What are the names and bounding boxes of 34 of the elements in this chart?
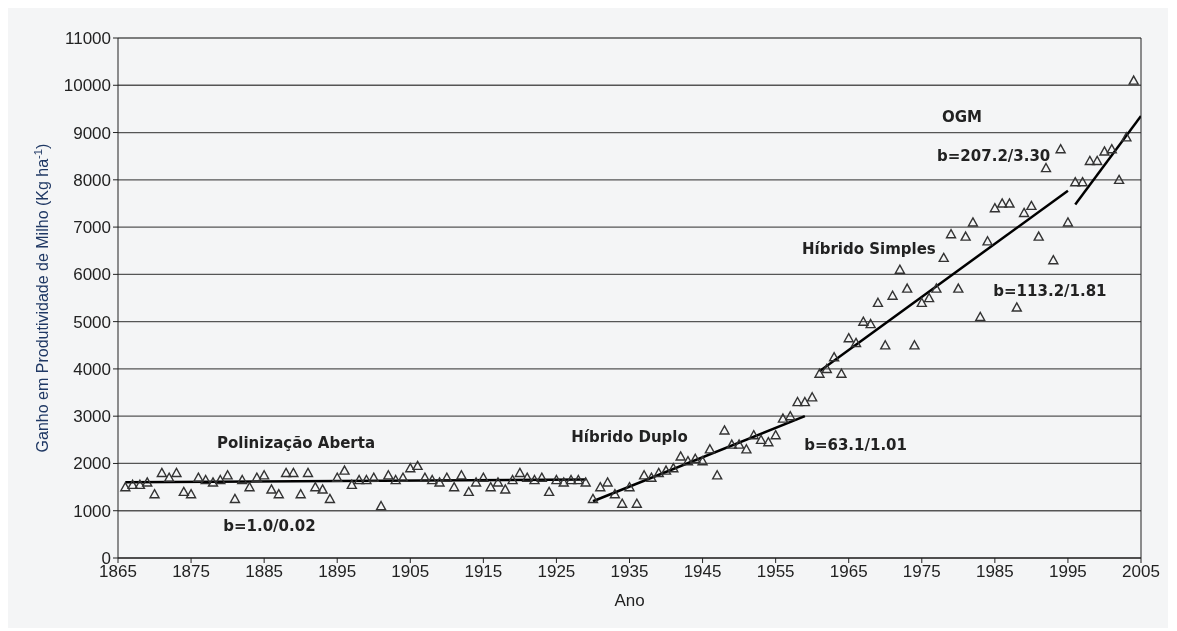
x-tick-label: 2005 <box>1122 562 1160 582</box>
x-tick-label: 1985 <box>975 562 1014 582</box>
x-tick-label: 1885 <box>245 562 284 582</box>
x-tick-label: 1915 <box>464 562 503 582</box>
y-tick-label: 9000 <box>73 123 111 143</box>
x-tick-label: 1905 <box>391 562 430 582</box>
y-tick-label: 11000 <box>64 29 111 49</box>
y-tick-label: 1000 <box>73 501 111 521</box>
x-tick-label: 1955 <box>756 562 795 582</box>
annotation: b=207.2/3.30 <box>937 146 1051 165</box>
x-tick-label: 1875 <box>172 562 210 582</box>
y-tick-label: 4000 <box>73 359 111 379</box>
x-tick-label: 1965 <box>829 562 868 582</box>
y-tick-label: 3000 <box>73 407 111 427</box>
y-tick-label: 7000 <box>73 218 111 238</box>
y-tick-label: 8000 <box>73 170 111 190</box>
annotation: b=1.0/0.02 <box>223 516 316 535</box>
y-tick-label: 6000 <box>73 265 111 285</box>
annotation: Polinização Aberta <box>216 433 376 452</box>
annotation: OGM <box>941 108 982 127</box>
x-tick-label: 1935 <box>610 562 649 582</box>
y-tick-label: 5000 <box>73 312 111 332</box>
x-tick-label: 1995 <box>1049 562 1087 582</box>
annotation: Híbrido Duplo <box>571 427 688 446</box>
x-tick-label: 1945 <box>683 562 722 582</box>
x-axis-title: Ano <box>614 591 645 610</box>
annotation: b=63.1/1.01 <box>804 435 907 454</box>
y-tick-label: 2000 <box>73 454 111 474</box>
x-tick-label: 1895 <box>318 562 357 582</box>
x-tick-label: 1975 <box>902 562 941 582</box>
annotation: Híbrido Simples <box>801 240 936 259</box>
annotation: b=113.2/1.81 <box>993 282 1107 301</box>
x-tick-label: 1925 <box>537 562 576 582</box>
y-tick-label: 10000 <box>63 76 111 96</box>
